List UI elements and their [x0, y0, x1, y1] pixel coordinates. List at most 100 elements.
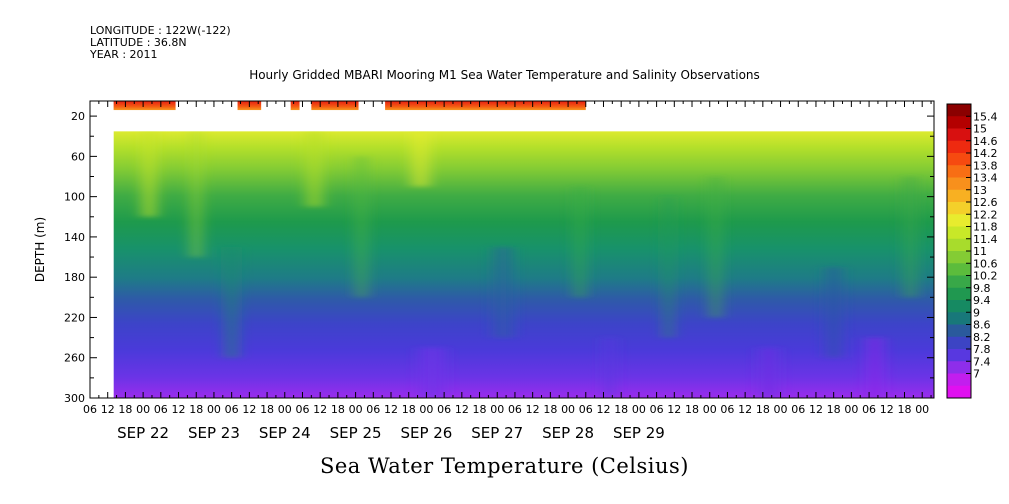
- colorbar-swatch: [947, 349, 971, 362]
- y-axis: 20 60 100 140 180 220 260 300 DEPTH (m): [33, 110, 934, 405]
- longitude-label: LONGITUDE : 122W(-122): [90, 24, 231, 37]
- y-tick-label: 20: [71, 110, 85, 123]
- colorbar-label: 9.8: [973, 282, 991, 295]
- surface-segment-4: [385, 101, 586, 111]
- colorbar-label: 14.2: [973, 147, 998, 160]
- y-tick-label: 220: [64, 311, 85, 324]
- colorbar-swatch: [947, 251, 971, 264]
- x-date-label: SEP 23: [188, 424, 240, 442]
- colorbar-label: 13: [973, 184, 987, 197]
- colorbar-swatch: [947, 189, 971, 203]
- x-tick-label: 18: [260, 403, 274, 416]
- x-tick-label: 00: [136, 403, 150, 416]
- temperature-gradient: [113, 131, 934, 398]
- variability-streak-9: [604, 337, 615, 398]
- x-date-label: SEP 27: [471, 424, 523, 442]
- x-tick-label: 00: [703, 403, 717, 416]
- x-date-label: SEP 29: [613, 424, 665, 442]
- colorbar-label: 7: [973, 368, 980, 381]
- temperature-depth-chart: 06 12 18 00 06 12 18 00 06 12 18 00 06 12 18 00 06 12 18 00…: [33, 100, 998, 442]
- variability-streak-10: [664, 196, 673, 338]
- colorbar-label: 11.4: [973, 233, 998, 246]
- x-date-label: SEP 22: [117, 424, 169, 442]
- variability-streak-3: [306, 131, 323, 207]
- x-tick-label: 12: [384, 403, 398, 416]
- colorbar-swatch: [947, 300, 971, 313]
- x-tick-label: 00: [278, 403, 292, 416]
- y-tick-label: 60: [71, 150, 85, 163]
- surface-segment-0: [113, 101, 176, 111]
- colorbar-swatch: [947, 275, 971, 289]
- year-label: YEAR : 2011: [90, 48, 158, 61]
- colorbar-swatch: [947, 238, 971, 252]
- x-tick-label: 12: [596, 403, 610, 416]
- x-tick-label: 18: [685, 403, 699, 416]
- y-tick-label: 300: [64, 392, 85, 405]
- colorbar-label: 9: [973, 306, 980, 319]
- variability-streak-11: [710, 176, 721, 318]
- colorbar-swatch: [947, 324, 971, 338]
- colorbar-label: 10.2: [973, 270, 998, 283]
- x-tick-label: 00: [561, 403, 575, 416]
- x-tick-label: 06: [295, 403, 309, 416]
- colorbar-swatch: [947, 312, 971, 325]
- x-tick-label: 06: [437, 403, 451, 416]
- variability-streak-7: [493, 246, 514, 338]
- x-tick-label: 00: [774, 403, 788, 416]
- y-tick-label: 100: [64, 191, 85, 204]
- plot-border: [89, 100, 935, 399]
- latitude-label: LATITUDE : 36.8N: [90, 36, 187, 49]
- x-axis: 06 12 18 00 06 12 18 00 06 12 18 00 06 12 18 00 06 12 18 00…: [83, 101, 932, 442]
- x-tick-label: 18: [402, 403, 416, 416]
- y-tick-label: 260: [64, 352, 85, 365]
- x-tick-label: 12: [667, 403, 681, 416]
- colorbar-label: 13.4: [973, 172, 998, 185]
- x-tick-label: 00: [632, 403, 646, 416]
- x-tick-label: 12: [101, 403, 115, 416]
- variability-streak-15: [904, 176, 917, 298]
- x-tick-label: 12: [172, 403, 186, 416]
- x-tick-label: 06: [720, 403, 734, 416]
- colorbar-swatch: [947, 385, 971, 399]
- variability-streak-6: [419, 347, 446, 398]
- colorbar-label: 11: [973, 245, 987, 258]
- x-tick-label: 12: [313, 403, 327, 416]
- surface-segment-3: [311, 101, 359, 111]
- x-tick-label: 00: [844, 403, 858, 416]
- x-tick-label: 06: [508, 403, 522, 416]
- colorbar-swatch: [947, 214, 971, 227]
- temperature-variability: [142, 131, 917, 398]
- colorbar-label: 7.4: [973, 355, 991, 368]
- colorbar-swatch: [947, 263, 971, 276]
- colorbar-swatch: [947, 373, 971, 387]
- colorbar-swatch: [947, 287, 971, 301]
- x-tick-label: 06: [154, 403, 168, 416]
- variability-streak-13: [825, 267, 842, 358]
- x-date-label: SEP 28: [542, 424, 594, 442]
- x-date-label: SEP 24: [259, 424, 311, 442]
- colorbar-label: 15.4: [973, 110, 998, 123]
- x-date-label: SEP 25: [330, 424, 382, 442]
- variability-streak-4: [356, 156, 367, 298]
- x-tick-label: 00: [419, 403, 433, 416]
- colorbar-label: 9.4: [973, 294, 991, 307]
- chart-title: Hourly Gridded MBARI Mooring M1 Sea Wate…: [249, 68, 760, 82]
- y-tick-label: 140: [64, 231, 85, 244]
- colorbar-label: 11.8: [973, 221, 998, 234]
- colorbar-swatch: [947, 104, 971, 117]
- x-tick-label: 18: [756, 403, 770, 416]
- x-tick-label: 18: [897, 403, 911, 416]
- colorbar-swatch: [947, 116, 971, 129]
- x-tick-label: 06: [862, 403, 876, 416]
- variability-streak-8: [574, 186, 585, 298]
- variability-streak-1: [191, 131, 202, 258]
- colorbar-label: 12.6: [973, 196, 998, 209]
- colorbar-label: 7.8: [973, 343, 991, 356]
- colorbar-label: 8.6: [973, 319, 991, 332]
- x-tick-label: 18: [189, 403, 203, 416]
- colorbar-swatch: [947, 202, 971, 215]
- variability-streak-14: [865, 337, 884, 398]
- x-tick-label: 12: [526, 403, 540, 416]
- x-tick-label: 18: [827, 403, 841, 416]
- colorbar-label: 10.6: [973, 257, 998, 270]
